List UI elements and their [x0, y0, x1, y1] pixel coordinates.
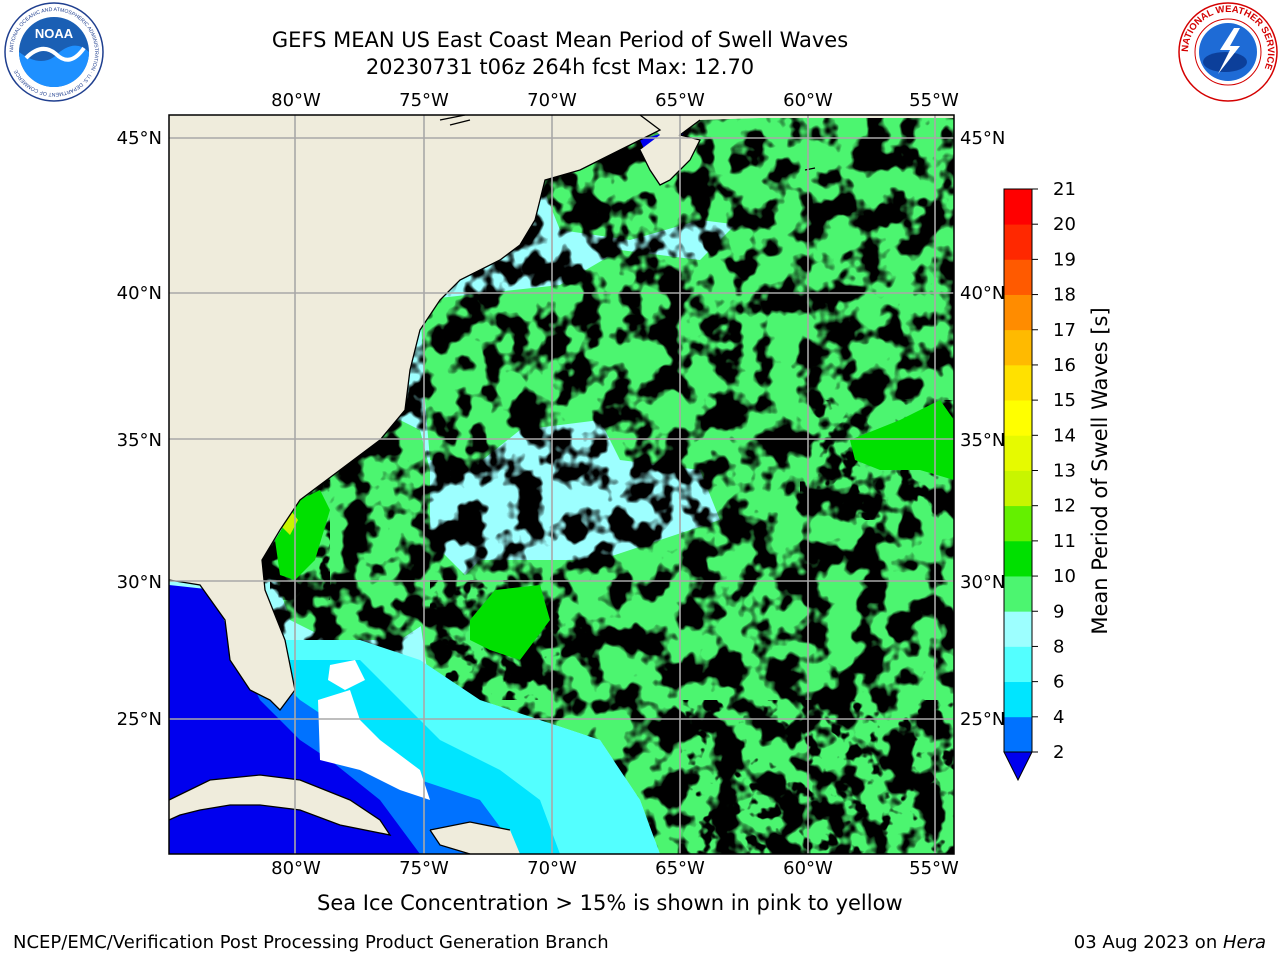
lon-tick-bottom-60w: 60°W: [783, 858, 833, 879]
colorbar-label: Mean Period of Swell Waves [s]: [1088, 307, 1112, 634]
colorbar-bin-4-6: [1004, 681, 1032, 718]
lat-tick-right-45n: 45°N: [960, 128, 1005, 149]
colorbar-bin-14-15: [1004, 400, 1032, 436]
colorbar-under-arrow: [1003, 751, 1033, 782]
swell-field-10s-coast: [275, 490, 330, 580]
colorbar-bin-18-19: [1004, 259, 1032, 295]
lat-tick-right-30n: 30°N: [960, 572, 1005, 593]
lon-tick-top-70w: 70°W: [527, 90, 577, 111]
gridlines: [169, 115, 954, 854]
colorbar-bin-12-13: [1004, 470, 1032, 507]
noaa-logo-text: NOAA: [35, 26, 74, 41]
colorbar-tick-8: 8: [1053, 636, 1064, 657]
colorbar-tick-2: 2: [1053, 742, 1064, 763]
lon-tick-top-60w: 60°W: [783, 90, 833, 111]
colorbar-tick-12: 12: [1053, 496, 1076, 517]
lat-tick-right-35n: 35°N: [960, 430, 1005, 451]
colorbar-bin-17-18: [1004, 294, 1032, 331]
map-frame: [168, 114, 955, 855]
colorbar-bin-10-11: [1004, 540, 1032, 577]
lat-tick-right-40n: 40°N: [960, 283, 1005, 304]
colorbar-tick-17: 17: [1053, 320, 1076, 341]
lat-tick-left-35n: 35°N: [117, 430, 162, 451]
lon-tick-bottom-80w: 80°W: [271, 858, 321, 879]
colorbar-tick-15: 15: [1053, 390, 1076, 411]
colorbar-bin-2-4: [1004, 716, 1032, 753]
colorbar-tick-21: 21: [1053, 179, 1076, 200]
lat-tick-left-30n: 30°N: [117, 572, 162, 593]
lon-tick-bottom-55w: 55°W: [909, 858, 959, 879]
map-field: [169, 115, 954, 854]
footer-date: 03 Aug 2023 on Hera: [1074, 932, 1266, 953]
colorbar-bin-8-9: [1004, 611, 1032, 647]
swell-field-10s-se: [850, 400, 954, 480]
colorbar-bin-6-8: [1004, 646, 1032, 683]
colorbar-tick-14: 14: [1053, 425, 1076, 446]
colorbar-tick-13: 13: [1053, 461, 1076, 482]
colorbar: 2 4 6 8 9 10 11 12 13 14 15 16 17 18 19 20 21: [1003, 179, 1076, 782]
lon-tick-bottom-70w: 70°W: [527, 858, 577, 879]
chart-title: GEFS MEAN US East Coast Mean Period of S…: [271, 28, 849, 52]
nws-logo: NATIONAL WEATHER SERVICE: [1178, 2, 1278, 102]
land-hispaniola: [430, 822, 520, 854]
colorbar-bin-20-21: [1004, 189, 1032, 225]
noaa-logo: NOAA NATIONAL OCEANIC AND ATMOSPHERIC AD…: [4, 2, 104, 102]
lat-tick-left-45n: 45°N: [117, 128, 162, 149]
colorbar-tick-20: 20: [1053, 214, 1076, 235]
colorbar-tick-16: 16: [1053, 355, 1076, 376]
footer-credit: NCEP/EMC/Verification Post Processing Pr…: [13, 932, 609, 953]
lon-tick-top-75w: 75°W: [399, 90, 449, 111]
lon-tick-bottom-75w: 75°W: [399, 858, 449, 879]
lat-tick-left-25n: 25°N: [117, 709, 162, 730]
chart-subtitle: 20230731 t06z 264h fcst Max: 12.70: [365, 55, 755, 79]
colorbar-tick-6: 6: [1053, 672, 1064, 693]
map-tick-labels: 80°W 75°W 70°W 65°W 60°W 55°W 80°W 75°W …: [117, 90, 1006, 879]
lon-tick-top-65w: 65°W: [655, 90, 705, 111]
nodata-bahamas: [318, 690, 430, 800]
colorbar-bin-19-20: [1004, 224, 1032, 260]
land-cuba: [169, 775, 390, 835]
land-north-america: [169, 115, 660, 710]
lat-tick-left-40n: 40°N: [117, 283, 162, 304]
swell-field-10s-mid: [470, 585, 550, 660]
colorbar-bin-15-16: [1004, 364, 1032, 401]
colorbar-bin-13-14: [1004, 435, 1032, 471]
colorbar-bin-11-12: [1004, 505, 1032, 542]
lon-tick-top-55w: 55°W: [909, 90, 959, 111]
colorbar-tick-4: 4: [1053, 707, 1064, 728]
colorbar-tick-11: 11: [1053, 531, 1076, 552]
sea-ice-note: Sea Ice Concentration > 15% is shown in …: [317, 891, 903, 915]
colorbar-tick-18: 18: [1053, 285, 1076, 306]
swell-field-12s-coast: [280, 512, 298, 535]
swell-field-noise-dark: [270, 400, 954, 854]
colorbar-bin-9-10: [1004, 576, 1032, 612]
footer-host: Hera: [1222, 932, 1266, 953]
colorbar-tick-19: 19: [1053, 249, 1076, 270]
lat-tick-right-25n: 25°N: [960, 709, 1005, 730]
lon-tick-bottom-65w: 65°W: [655, 858, 705, 879]
colorbar-bin-16-17: [1004, 329, 1032, 366]
colorbar-tick-10: 10: [1053, 566, 1076, 587]
nodata-bahamas-small: [328, 660, 365, 690]
lon-tick-top-80w: 80°W: [271, 90, 321, 111]
footer-date-text: 03 Aug 2023 on: [1073, 932, 1223, 953]
colorbar-tick-9: 9: [1053, 601, 1064, 622]
